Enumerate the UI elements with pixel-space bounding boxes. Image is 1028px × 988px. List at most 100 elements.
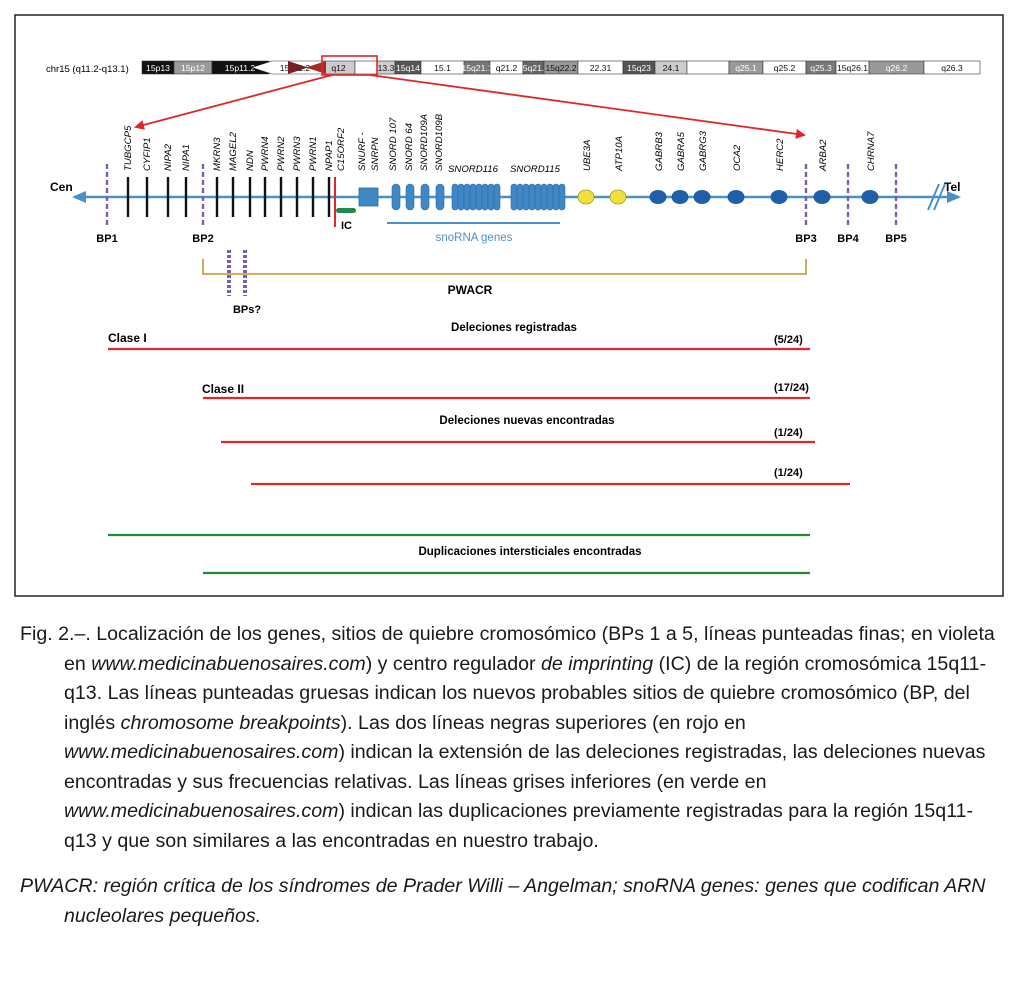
gene-label: GABRB3 bbox=[654, 131, 665, 171]
gene-mark-blue bbox=[649, 190, 667, 204]
snord-mark bbox=[435, 183, 445, 211]
breakpoint-label: BP4 bbox=[837, 233, 859, 245]
ideogram-band-label: q25.3 bbox=[810, 63, 832, 73]
tel-label: Tel bbox=[944, 180, 960, 194]
snord-mark bbox=[391, 183, 401, 211]
snord115-label: SNORD115 bbox=[510, 164, 561, 175]
ic-label: IC bbox=[341, 220, 352, 232]
gene-label: MAGEL2 bbox=[228, 131, 239, 171]
gene-label: SNORD109A bbox=[419, 114, 430, 171]
gene-label: SNURF - bbox=[357, 132, 368, 171]
ideogram-band-label: 15q26.1 bbox=[837, 63, 868, 73]
snord116-cluster-mark bbox=[475, 183, 483, 211]
ideogram-band-label: 15q22.2 bbox=[545, 63, 576, 73]
figure-frame bbox=[14, 14, 1004, 597]
gene-label: HERC2 bbox=[775, 138, 786, 171]
snord-mark bbox=[405, 183, 415, 211]
gene-mark-blue bbox=[693, 190, 711, 204]
gene-label: GABRG3 bbox=[698, 130, 709, 171]
class2-label: Clase II bbox=[202, 382, 244, 396]
breakpoints: BP1 BP2 BP3 BP4 BP5 bbox=[96, 164, 907, 245]
ideogram-band bbox=[686, 60, 730, 75]
ideogram-band-label: 15.1 bbox=[434, 63, 451, 73]
duplications-label: Duplicaciones intersticiales encontradas bbox=[418, 546, 641, 558]
chromosome-ideogram: 15p1315p1215p11.215q11.2q1213.315q1415.1… bbox=[141, 60, 981, 75]
bps-unknown-label: BPs? bbox=[233, 304, 261, 316]
ideogram-band-label: 15p11.2 bbox=[225, 63, 256, 73]
snord116-cluster-mark bbox=[463, 183, 471, 211]
snord116-label: SNORD116 bbox=[448, 164, 499, 175]
gene-mark-blue bbox=[727, 190, 745, 204]
ideogram-band-label: 22.31 bbox=[590, 63, 612, 73]
gene-labels: TUBGCP5 CYFIP1 NIPA2 NIPA1 MKRN3 MAGEL2 NDN PWR… bbox=[123, 113, 877, 175]
breakpoint-label: BP2 bbox=[192, 233, 213, 245]
snord-mark bbox=[420, 183, 430, 211]
gene-label: NDN bbox=[245, 150, 256, 171]
class1-label: Clase I bbox=[108, 331, 147, 345]
centromere-q-mark bbox=[306, 61, 326, 74]
gene-mark-yellow bbox=[609, 189, 627, 205]
snord116-cluster-mark bbox=[487, 183, 495, 211]
ideogram-band-label: q25.2 bbox=[774, 63, 796, 73]
gene-label: UBE3A bbox=[582, 140, 593, 171]
snord115-cluster-mark bbox=[558, 183, 566, 211]
gene-label: ARBA2 bbox=[818, 139, 829, 172]
caption-paragraph: Fig. 2.–. Localización de los genes, sit… bbox=[20, 623, 995, 852]
deletions-new-label: Deleciones nuevas encontradas bbox=[439, 415, 614, 427]
snord115-cluster-mark bbox=[540, 183, 548, 211]
gene-label: PWRN4 bbox=[260, 136, 271, 171]
gene-marks bbox=[126, 177, 879, 217]
snord115-cluster-mark bbox=[534, 183, 542, 211]
ideogram-band-label: 15q23 bbox=[627, 63, 651, 73]
gene-label: ATP10A bbox=[614, 136, 625, 172]
figure-panel: chr15 (q11.2-q13.1) 15p13 15p12 15p11.2 15q… bbox=[14, 14, 1004, 597]
ideogram-band-label: q25.1 bbox=[735, 63, 757, 73]
snord116-cluster-mark bbox=[469, 183, 477, 211]
figure-caption: Fig. 2.–. Localización de los genes, sit… bbox=[20, 620, 1005, 931]
snord115-cluster-mark bbox=[552, 183, 560, 211]
gene-label: SNRPN bbox=[370, 137, 381, 171]
breakpoint-label: BP5 bbox=[885, 233, 906, 245]
gene-mark-blue bbox=[770, 190, 788, 204]
gene-label: NPAP1 bbox=[324, 140, 335, 171]
gene-label: C15ORF2 bbox=[336, 127, 347, 171]
ideogram-band-label: 24.1 bbox=[663, 63, 680, 73]
gene-mark-blue bbox=[861, 190, 879, 204]
ideogram-band-label: 15q14 bbox=[396, 63, 420, 73]
snord115-cluster-mark bbox=[528, 183, 536, 211]
zoom-arrow-right bbox=[369, 74, 806, 139]
ideogram-band-label: 15p12 bbox=[181, 63, 205, 73]
gene-label: PWRN2 bbox=[276, 136, 287, 171]
centromere-p-mark bbox=[288, 61, 308, 74]
ideogram-band-label: q12 bbox=[331, 63, 346, 73]
ideogram-band-label: q21.2 bbox=[496, 63, 518, 73]
pwacr-bracket bbox=[202, 259, 807, 275]
ideogram-band-label: q26.3 bbox=[941, 63, 963, 73]
gene-label: NIPA1 bbox=[181, 144, 192, 171]
breakpoint-label: BP3 bbox=[795, 233, 816, 245]
new-deletion-1-freq: (1/24) bbox=[774, 427, 803, 439]
ideogram-band-label: 13.3 bbox=[378, 63, 395, 73]
deletions-registered-label: Deleciones registradas bbox=[451, 322, 577, 334]
snurf-snrpn-box bbox=[358, 187, 379, 207]
gene-label: CYFIP1 bbox=[142, 137, 153, 171]
class1-freq: (5/24) bbox=[774, 334, 803, 346]
caption-url: www.medicinabuenosaires.com bbox=[91, 652, 366, 675]
zoom-arrow-left bbox=[134, 74, 333, 130]
snord115-cluster-mark bbox=[510, 183, 518, 211]
gene-label: SNORD109B bbox=[434, 113, 445, 171]
ideogram-band-label: 15q21.1 bbox=[461, 63, 492, 73]
ideogram-band bbox=[354, 60, 378, 75]
caption-url: www.medicinabuenosaires.com bbox=[64, 800, 339, 822]
ideogram-band bbox=[251, 60, 323, 75]
ideogram-band-label: 15q21.3 bbox=[518, 63, 549, 73]
caption-abbreviations: PWACR: región crítica de los síndromes d… bbox=[20, 875, 986, 927]
gene-label: PWRN1 bbox=[308, 136, 319, 171]
snorna-genes-label: snoRNA genes bbox=[436, 232, 513, 244]
snord115-cluster-mark bbox=[516, 183, 524, 211]
gene-label: GABRA5 bbox=[676, 131, 687, 171]
gene-label: SNORD 107 bbox=[388, 117, 399, 171]
ideogram-label: chr15 (q11.2-q13.1) bbox=[46, 64, 129, 75]
breakpoint-label: BP1 bbox=[96, 233, 117, 245]
gene-mark-yellow bbox=[577, 189, 595, 205]
